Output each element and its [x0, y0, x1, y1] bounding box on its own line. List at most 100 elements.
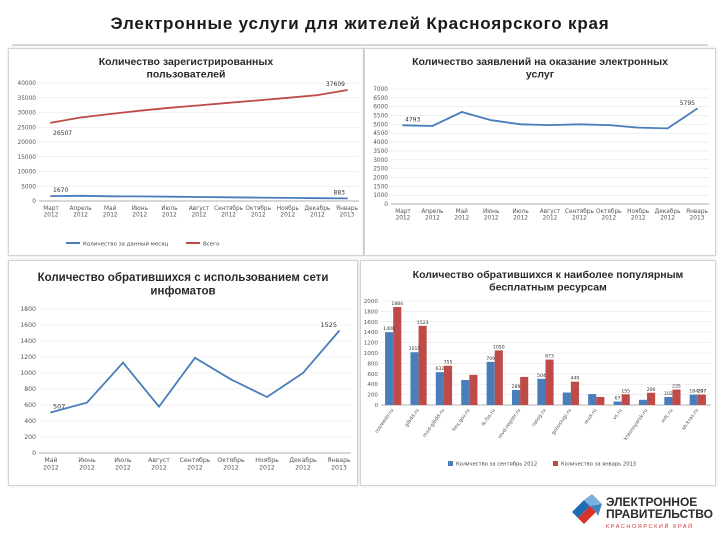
bar-label: 1015: [409, 346, 421, 352]
logo-line-2: ПРАВИТЕЛЬСТВО: [606, 507, 713, 521]
data-label: 507: [53, 402, 65, 410]
y-tick-label: 1800: [364, 309, 379, 315]
x-tick-label: Июнь 2012: [483, 209, 500, 222]
slide-title: Электронные услуги для жителей Красноярс…: [110, 14, 610, 33]
x-tick-label: Август 2012: [189, 206, 210, 219]
data-point: [549, 124, 551, 127]
data-point: [266, 396, 268, 398]
data-point: [316, 94, 319, 96]
bar: [511, 389, 521, 405]
bar-label: 297: [697, 389, 706, 395]
chart-panel-registered-users: Количество зарегистрированных пользовател…: [8, 48, 364, 256]
x-tick-label: Сентябрь 2012: [180, 456, 211, 471]
chart-svg: Количество зарегистрированныхпользовател…: [18, 56, 359, 248]
chart-panel-service-applications: Количество заявлений на оказание электро…: [364, 48, 716, 256]
bar-label: 1884: [391, 301, 403, 307]
data-point: [138, 109, 141, 112]
bar: [647, 392, 656, 405]
data-point: [109, 113, 112, 115]
bar: [469, 374, 478, 405]
chart-svg: Количество заявлений на оказание электро…: [373, 56, 709, 222]
bar: [494, 350, 503, 405]
chart-title: пользователей: [147, 69, 226, 81]
bar-label: 449: [571, 376, 580, 382]
y-tick-label: 1800: [20, 306, 36, 313]
y-tick-label: 1400: [364, 330, 379, 336]
data-point: [257, 99, 260, 102]
data-point: [257, 196, 260, 199]
data-point: [79, 116, 82, 119]
y-tick-label: 1000: [373, 193, 388, 199]
data-label: 26507: [53, 130, 72, 137]
legend-label: Количество за январь 2013: [561, 462, 636, 468]
bar: [664, 396, 673, 405]
y-tick-label: 400: [24, 418, 36, 425]
data-point: [346, 89, 348, 91]
bar-label: 235: [672, 384, 681, 390]
x-tick-label: mfc.ru: [660, 408, 674, 425]
bar: [461, 380, 470, 405]
data-point: [338, 330, 340, 332]
chart-title: бесплатным ресурсам: [489, 282, 607, 294]
x-tick-label: Январь 2013: [327, 457, 351, 471]
data-label: 883: [334, 189, 346, 196]
data-label: 4793: [405, 116, 420, 123]
data-point: [79, 194, 82, 197]
x-tick-label: vs.ru: [612, 408, 624, 422]
bar: [588, 394, 597, 405]
data-point: [696, 107, 698, 110]
bar-label: 755: [444, 360, 453, 366]
data-point: [519, 123, 522, 126]
x-tick-label: Январь 2013: [686, 209, 708, 222]
data-point: [227, 196, 230, 199]
bar: [697, 394, 706, 405]
y-tick-label: 35000: [18, 96, 37, 102]
bar-label: 1400: [383, 326, 395, 332]
data-point: [637, 126, 640, 129]
series-line-1: [50, 89, 348, 124]
y-tick-label: 0: [32, 450, 36, 457]
x-tick-label: Октябрь 2012: [217, 456, 245, 471]
bar: [562, 392, 571, 405]
x-tick-label: mvd-registr.ru: [497, 408, 522, 440]
legend-swatch: [553, 461, 558, 466]
data-point: [578, 123, 581, 126]
data-point: [168, 106, 171, 109]
chart-svg: Количество обратившихся к наиболее попул…: [364, 269, 711, 468]
bar: [672, 389, 681, 405]
y-tick-label: 6000: [373, 105, 388, 111]
title-divider: [12, 44, 708, 46]
x-tick-label: Июнь 2012: [78, 457, 96, 471]
y-tick-label: 600: [24, 402, 36, 409]
bar-label: 184: [689, 389, 698, 395]
y-tick-label: 10000: [18, 170, 37, 176]
y-tick-label: 0: [384, 202, 388, 208]
bar: [520, 376, 529, 405]
x-tick-label: Октябрь 2012: [245, 206, 271, 219]
chart-svg: Количество обратившихся с использованием…: [20, 272, 351, 471]
data-label: 5795: [680, 100, 695, 107]
bar: [418, 325, 427, 405]
bar: [689, 394, 698, 405]
data-point: [198, 104, 200, 107]
chart-title: Количество зарегистрированных: [99, 56, 274, 68]
legend-label: Количество за данный месяц: [83, 241, 169, 248]
y-tick-label: 200: [24, 434, 36, 441]
data-point: [402, 124, 404, 127]
bar: [545, 359, 554, 405]
series-line-0: [50, 330, 340, 414]
bar: [621, 394, 630, 405]
data-point: [460, 111, 463, 113]
bar: [537, 378, 546, 405]
y-tick-label: 2000: [373, 175, 388, 181]
y-tick-label: 1000: [364, 351, 379, 357]
x-tick-label: Декабрь 2012: [655, 209, 681, 222]
bar-label: 67: [615, 396, 621, 402]
data-label: 1670: [53, 187, 68, 194]
bar: [596, 396, 605, 405]
x-tick-label: Июль 2012: [161, 206, 178, 219]
y-tick-label: 1200: [364, 341, 379, 347]
data-point: [490, 119, 493, 122]
y-tick-label: 1400: [20, 338, 36, 345]
logo-line-3: КРАСНОЯРСКИЙ КРАЙ: [606, 522, 694, 530]
